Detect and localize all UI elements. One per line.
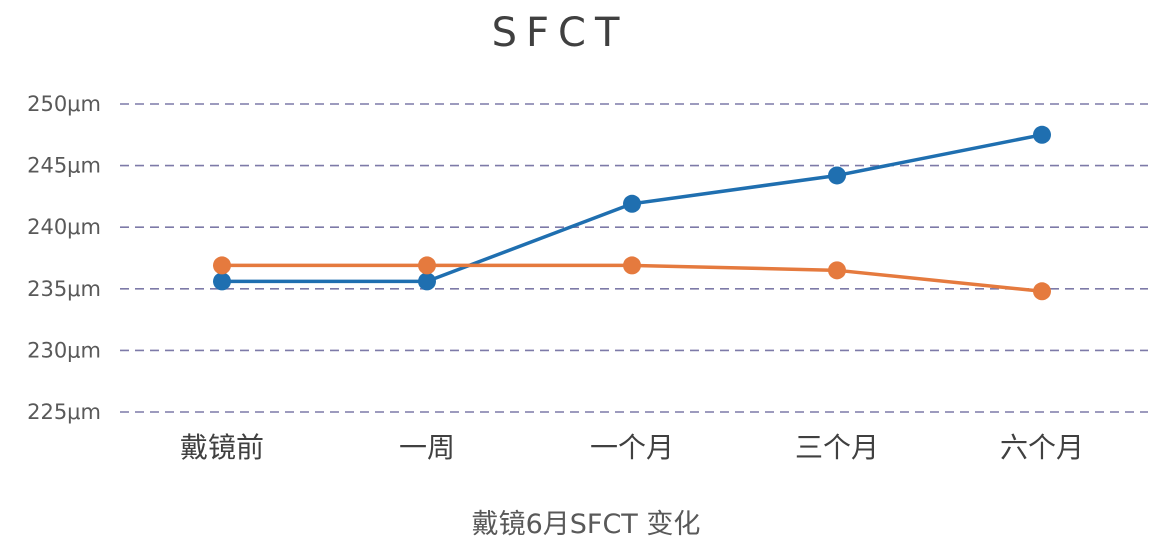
y-tick-label: 250μm xyxy=(27,92,101,116)
series-2-point xyxy=(1033,282,1051,301)
gridlines xyxy=(120,103,1148,413)
x-axis-label: 戴镜6月SFCT 变化 xyxy=(472,509,701,540)
x-category-label: 六个月 xyxy=(1000,431,1084,464)
x-axis-categories: 戴镜前 一周 一个月 三个月 六个月 xyxy=(180,431,1084,464)
x-category-label: 一个月 xyxy=(590,431,674,464)
series-2-point xyxy=(213,256,231,275)
series-points xyxy=(213,125,1051,301)
series-2-point xyxy=(623,256,641,275)
y-tick-label: 240μm xyxy=(27,215,101,239)
x-category-label: 戴镜前 xyxy=(180,431,264,464)
series-1-point xyxy=(623,194,641,213)
series-1-point xyxy=(1033,125,1051,144)
y-tick-label: 230μm xyxy=(27,338,101,362)
series-2-point xyxy=(418,256,436,275)
series-2-point xyxy=(828,261,846,280)
y-tick-label: 225μm xyxy=(27,400,101,424)
x-category-label: 一周 xyxy=(399,431,455,464)
y-tick-label: 235μm xyxy=(27,277,101,301)
y-axis-ticks: 225μm 230μm 235μm 240μm 245μm 250μm xyxy=(27,92,101,424)
series-1-point xyxy=(418,272,436,291)
y-tick-label: 245μm xyxy=(27,154,101,178)
chart-title: SFCT xyxy=(492,10,629,56)
series-1-point xyxy=(828,166,846,185)
x-category-label: 三个月 xyxy=(795,431,879,464)
series-1-point xyxy=(213,272,231,291)
